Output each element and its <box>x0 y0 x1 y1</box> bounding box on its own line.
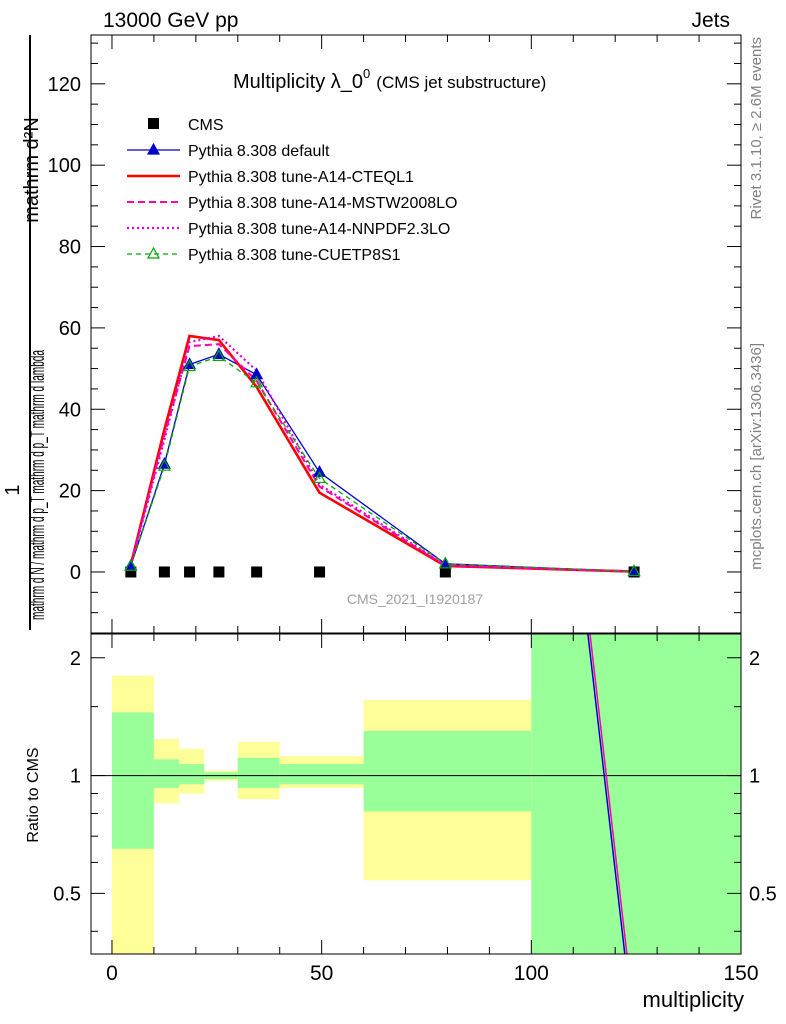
ratio-line-0 <box>587 633 626 955</box>
legend-entry: Pythia 8.308 tune-A14-NNPDF2.3LO <box>127 221 450 238</box>
watermark: CMS_2021_I1920187 <box>347 591 483 607</box>
ratio-bands <box>111 634 741 954</box>
main-ytick-label: 80 <box>59 237 81 259</box>
main-ytick-label: 40 <box>59 399 81 421</box>
main-curves <box>129 334 635 573</box>
ratio-band-green <box>363 730 532 812</box>
chart-title-main: Multiplicity λ_0 <box>233 71 363 93</box>
main-ytick-label: 60 <box>59 318 81 340</box>
legend-label: Pythia 8.308 tune-A14-NNPDF2.3LO <box>188 221 450 238</box>
legend-label: Pythia 8.308 tune-A14-CTEQL1 <box>188 169 414 186</box>
series-line-2 <box>129 334 635 573</box>
ratio-ytick-label: 2 <box>70 648 81 670</box>
ratio-band-green <box>279 764 364 785</box>
series-marker-5 <box>183 359 197 372</box>
series-marker-1 <box>250 367 264 380</box>
legend-label: Pythia 8.308 default <box>188 143 330 160</box>
chart-title-note: (CMS jet substructure) <box>376 73 546 92</box>
ylabel-ratio: Ratio to CMS <box>25 747 42 842</box>
legend-square-marker <box>148 118 159 129</box>
ylabel-main-top: mathrm d²N <box>21 117 43 223</box>
ratio-panel: 0.5 0.5 1 1 2 2 <box>53 633 777 955</box>
series-line-3 <box>129 343 635 573</box>
ylabel-main: mathrm d²N 1 mathrm d N / mathrm d p_T m… <box>2 35 49 630</box>
legend-entry: CMS <box>148 117 224 134</box>
main-ytick-label: 20 <box>59 481 81 503</box>
cms-data-point <box>439 566 451 578</box>
legend-entry: Pythia 8.308 tune-CUETP8S1 <box>127 246 401 264</box>
xlabel: multiplicity <box>643 987 744 1012</box>
legend-label: CMS <box>188 117 224 134</box>
cms-data-point <box>213 566 225 578</box>
legend-marker <box>146 246 161 259</box>
ratio-band-green <box>179 764 205 785</box>
main-ytick-label: 0 <box>70 562 81 584</box>
ratio-band-green <box>531 634 741 954</box>
legend-entry: Pythia 8.308 default <box>127 142 330 160</box>
legend: CMS Pythia 8.308 default Pythia 8.308 tune… <box>127 117 457 264</box>
ratio-ytick-label: 0.5 <box>53 883 81 905</box>
cms-data-point <box>251 566 263 578</box>
ratio-ytick-label: 1 <box>70 766 81 788</box>
legend-marker <box>146 142 161 155</box>
ratio-curves <box>587 633 628 955</box>
ylabel-main-prefix: 1 <box>2 484 24 495</box>
cms-data-point <box>125 566 137 578</box>
xtick-label: 0 <box>106 962 118 985</box>
ratio-band-green <box>153 759 180 788</box>
ratio-frame <box>90 633 742 955</box>
series-marker-5 <box>250 375 264 388</box>
series-marker-5 <box>627 564 641 577</box>
cms-data-point <box>184 566 196 578</box>
header-category: Jets <box>691 9 730 32</box>
main-markers <box>124 347 641 578</box>
chart-title: Multiplicity λ_00 (CMS jet substructure) <box>233 66 546 93</box>
ratio-line-1 <box>589 633 628 955</box>
legend-label: Pythia 8.308 tune-CUETP8S1 <box>188 247 401 264</box>
ratio-ytick-label-right: 1 <box>749 766 760 788</box>
series-marker-5 <box>438 556 452 569</box>
xtick-label: 100 <box>514 962 549 985</box>
legend-entry: Pythia 8.308 tune-A14-CTEQL1 <box>127 169 414 186</box>
series-marker-5 <box>313 471 327 484</box>
xtick-label: 50 <box>310 962 333 985</box>
x-tick-labels: 0 50 100 150 <box>106 962 758 985</box>
mcplots-label: mcplots.cern.ch [arXiv:1306.3436] <box>748 343 765 570</box>
legend-entry: Pythia 8.308 tune-A14-MSTW2008LO <box>127 195 457 212</box>
cms-data-point <box>158 566 170 578</box>
rivet-label: Rivet 3.1.10, ≥ 2.6M events <box>748 37 765 220</box>
ratio-ytick-label-right: 0.5 <box>749 883 777 905</box>
cms-data-point <box>314 566 326 578</box>
main-ytick-label: 120 <box>48 74 81 96</box>
main-ytick-label: 100 <box>48 155 81 177</box>
chart-title-superscript: 0 <box>363 66 370 81</box>
xtick-label: 150 <box>723 962 758 985</box>
legend-label: Pythia 8.308 tune-A14-MSTW2008LO <box>188 195 457 212</box>
ratio-ytick-label-right: 2 <box>749 648 760 670</box>
series-line-1 <box>130 353 635 573</box>
main-frame <box>90 34 742 634</box>
header-energy: 13000 GeV pp <box>103 9 238 32</box>
ratio-band-green <box>111 712 154 849</box>
ratio-axes: 0.5 0.5 1 1 2 2 <box>53 634 777 954</box>
series-line-5 <box>130 355 635 573</box>
ylabel-main-bottom: mathrm d N / mathrm d p_T mathrm d p_T m… <box>27 350 49 620</box>
main-axes: 0 20 40 60 80 100 120 <box>48 35 742 633</box>
series-marker-5 <box>124 559 138 571</box>
series-marker-5 <box>212 349 226 361</box>
ratio-band-green <box>237 757 280 788</box>
series-line-4 <box>129 334 635 573</box>
series-marker-5 <box>157 458 171 471</box>
